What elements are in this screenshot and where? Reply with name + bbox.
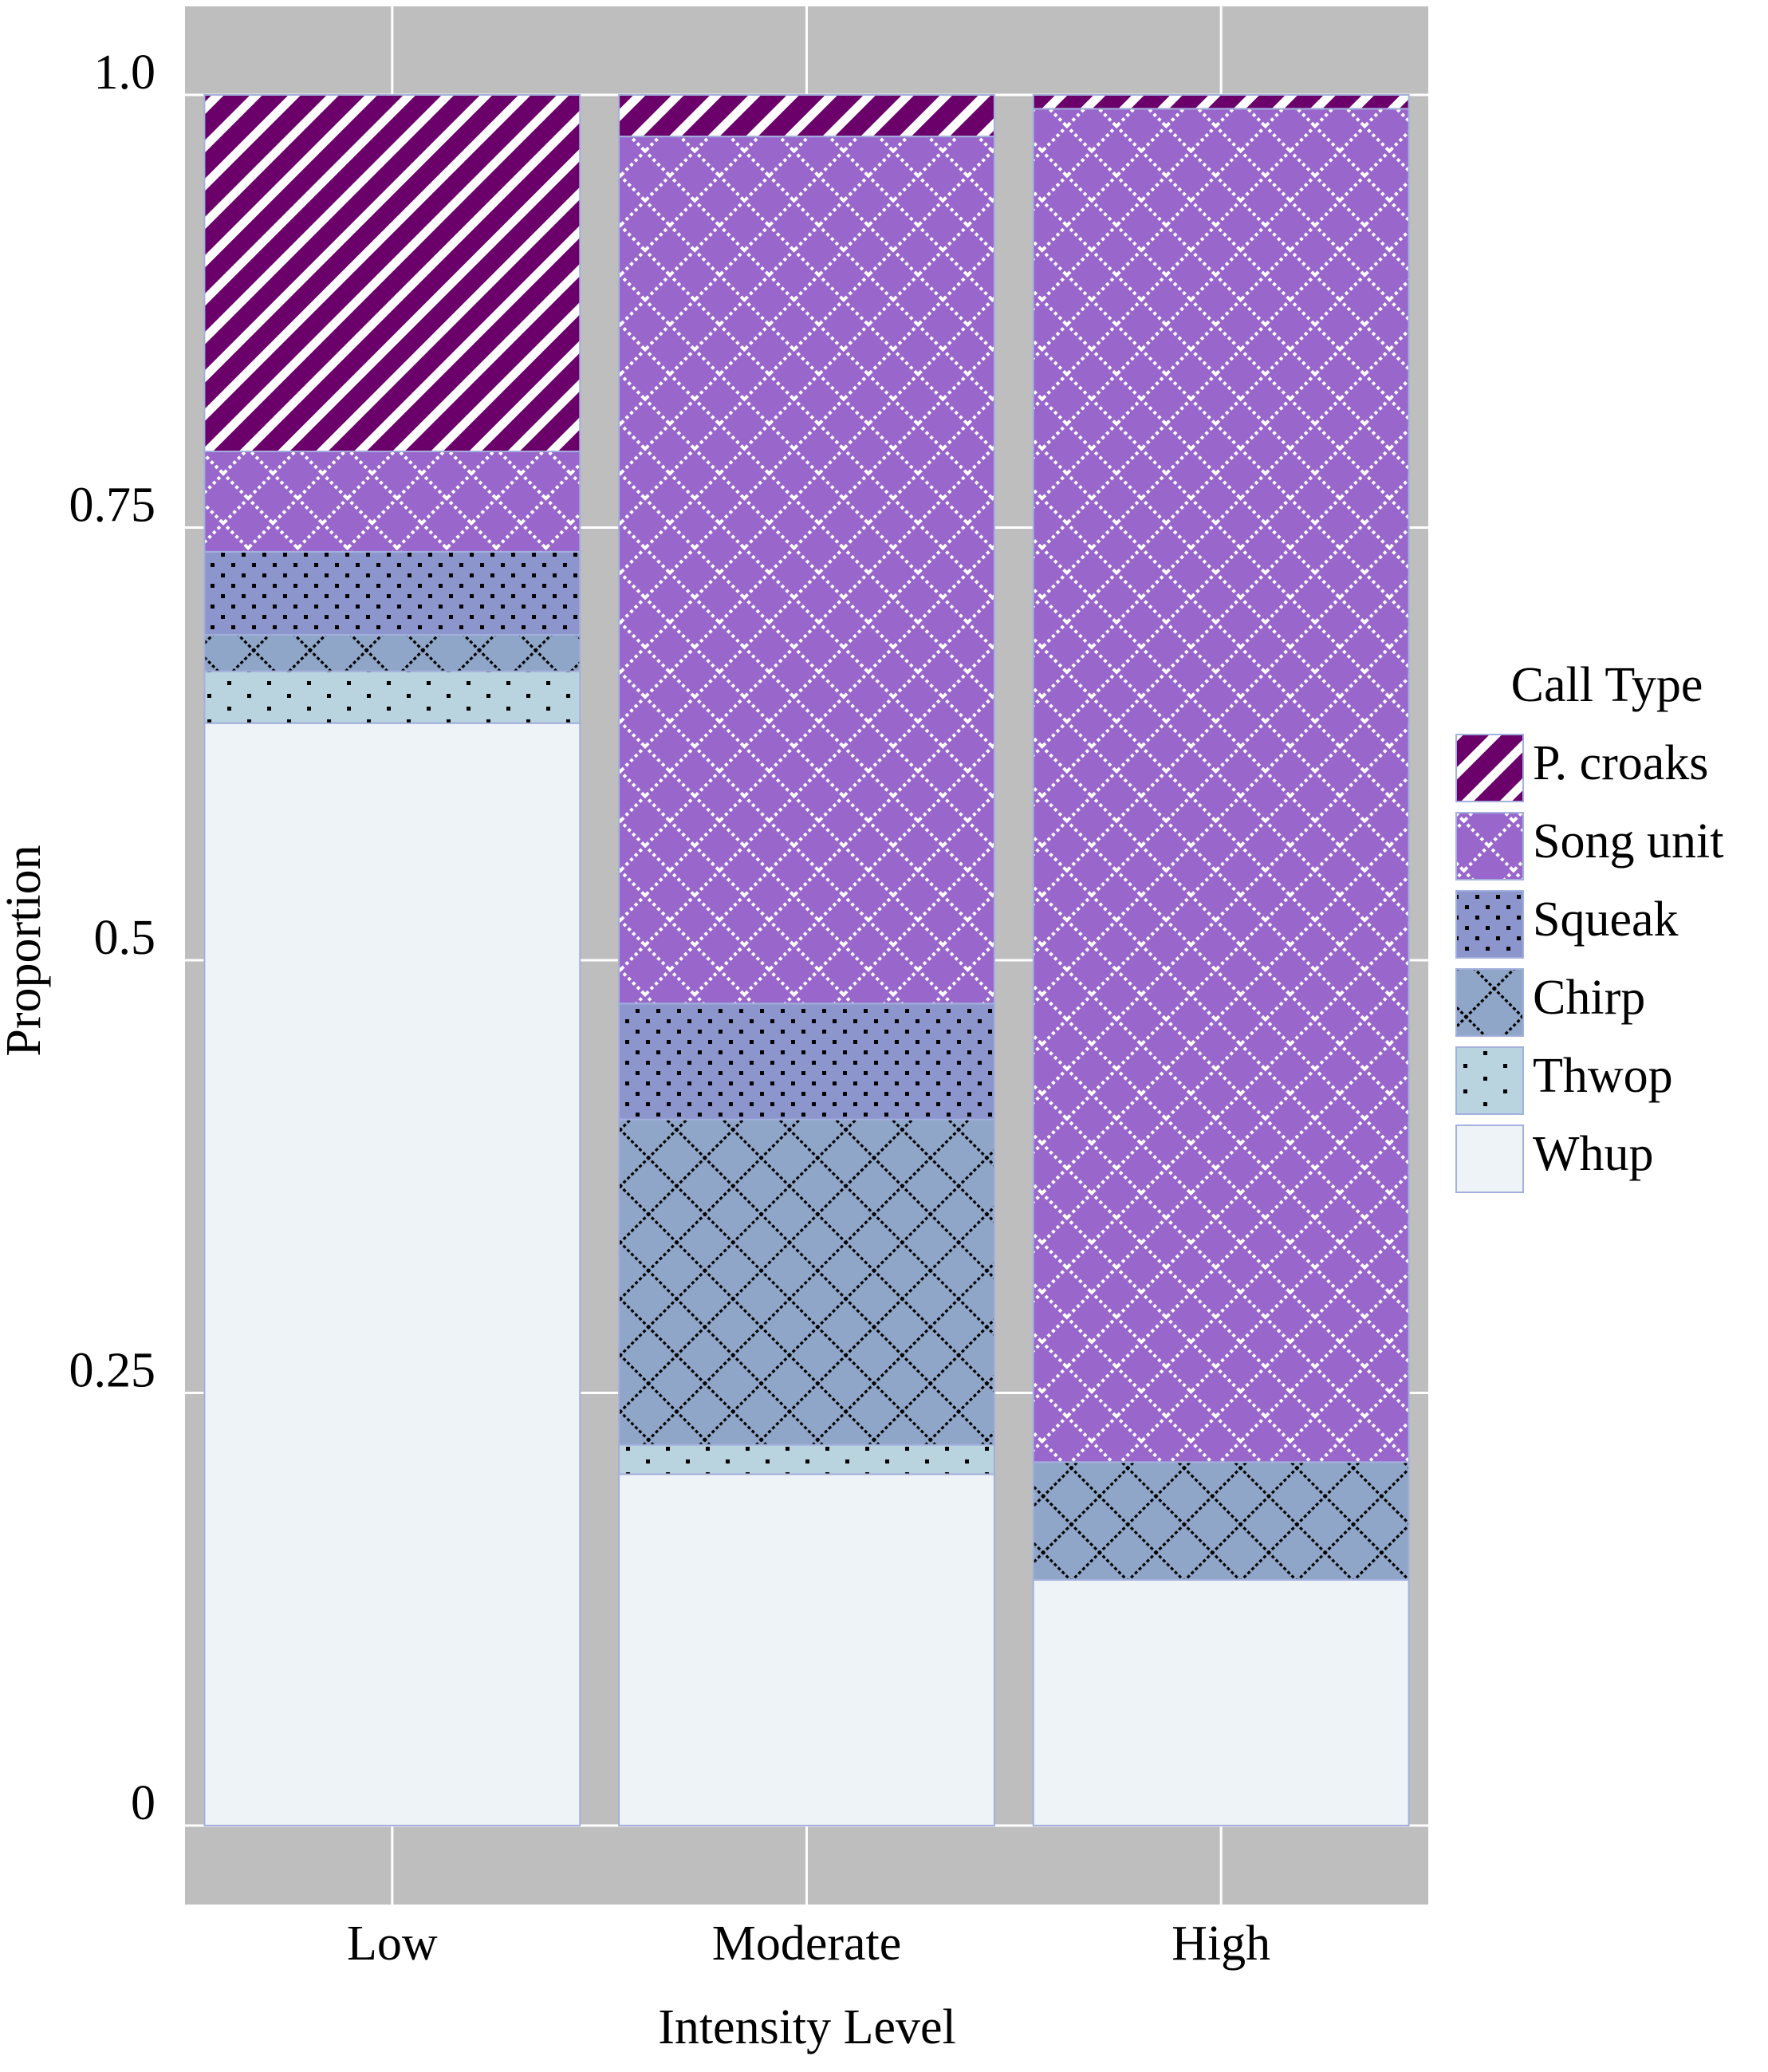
legend-key bbox=[1455, 1046, 1524, 1115]
bar-segment bbox=[618, 1473, 995, 1826]
bar-segment bbox=[1032, 108, 1410, 1463]
legend-label: Chirp bbox=[1533, 971, 1645, 1025]
bar-segment bbox=[203, 94, 581, 453]
y-axis-title: Proportion bbox=[0, 845, 51, 1056]
y-tick-label: 0.25 bbox=[69, 1344, 156, 1398]
legend-label: Song unit bbox=[1533, 814, 1723, 869]
bar-segment bbox=[618, 1003, 995, 1121]
bar-segment bbox=[203, 634, 581, 672]
y-tick-label: 0.75 bbox=[69, 479, 156, 533]
legend-label: Whup bbox=[1533, 1127, 1654, 1181]
x-axis-title: Intensity Level bbox=[658, 2000, 956, 2054]
legend-key bbox=[1455, 1125, 1524, 1193]
legend-label: Thwop bbox=[1533, 1049, 1673, 1103]
y-tick-label: 0 bbox=[131, 1776, 156, 1830]
x-tick-label: Moderate bbox=[712, 1916, 902, 1971]
bar-segment bbox=[203, 451, 581, 553]
legend-label: Squeak bbox=[1533, 892, 1679, 947]
bar-segment bbox=[618, 136, 995, 1005]
bar-segment bbox=[618, 1118, 995, 1446]
legend-title: Call Type bbox=[1511, 658, 1703, 712]
bar-segment bbox=[618, 1444, 995, 1475]
bar-segment bbox=[618, 94, 995, 138]
legend-key bbox=[1455, 890, 1524, 959]
bar-segment bbox=[203, 670, 581, 724]
bar-segment bbox=[1032, 1578, 1410, 1826]
x-tick-label: High bbox=[1171, 1916, 1270, 1971]
y-tick-label: 1.0 bbox=[94, 45, 156, 100]
x-tick-label: Low bbox=[347, 1916, 438, 1971]
bar-segment bbox=[1032, 94, 1410, 110]
legend-key bbox=[1455, 734, 1524, 802]
bar-segment bbox=[1032, 1461, 1410, 1581]
legend-key bbox=[1455, 968, 1524, 1037]
bar-segment bbox=[203, 550, 581, 636]
y-tick-label: 0.5 bbox=[94, 911, 156, 965]
legend-label: P. croaks bbox=[1533, 736, 1708, 790]
legend-key bbox=[1455, 812, 1524, 880]
bar-segment bbox=[203, 722, 581, 1827]
